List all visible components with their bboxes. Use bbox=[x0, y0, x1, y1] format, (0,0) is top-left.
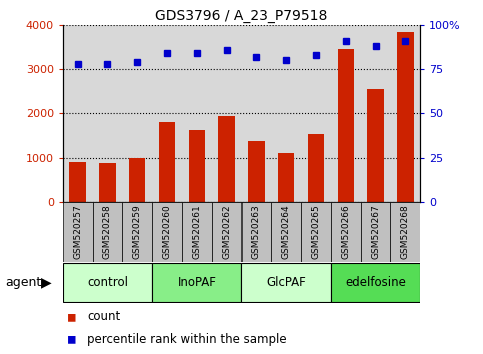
Bar bbox=[308, 134, 324, 202]
Text: GlcPAF: GlcPAF bbox=[266, 276, 306, 289]
Text: GSM520257: GSM520257 bbox=[73, 205, 82, 259]
Text: GSM520263: GSM520263 bbox=[252, 205, 261, 259]
Bar bbox=[331, 202, 361, 262]
Bar bbox=[390, 202, 420, 262]
Text: GSM520266: GSM520266 bbox=[341, 205, 350, 259]
Text: ▶: ▶ bbox=[41, 275, 52, 289]
Bar bbox=[93, 202, 122, 262]
Text: GSM520267: GSM520267 bbox=[371, 205, 380, 259]
Bar bbox=[218, 116, 235, 202]
Bar bbox=[212, 202, 242, 262]
Bar bbox=[129, 158, 145, 202]
Bar bbox=[152, 263, 242, 302]
Text: GSM520264: GSM520264 bbox=[282, 205, 291, 259]
Text: edelfosine: edelfosine bbox=[345, 276, 406, 289]
Text: GSM520259: GSM520259 bbox=[133, 205, 142, 259]
Bar bbox=[152, 202, 182, 262]
Bar bbox=[189, 130, 205, 202]
Bar bbox=[331, 263, 420, 302]
Bar bbox=[242, 263, 331, 302]
Text: ■: ■ bbox=[68, 310, 75, 323]
Text: count: count bbox=[87, 310, 120, 323]
Bar bbox=[278, 153, 294, 202]
Bar bbox=[248, 141, 265, 202]
Bar bbox=[99, 163, 115, 202]
Text: GSM520258: GSM520258 bbox=[103, 205, 112, 259]
Bar bbox=[182, 202, 212, 262]
Bar bbox=[242, 202, 271, 262]
Bar bbox=[159, 122, 175, 202]
Bar bbox=[271, 202, 301, 262]
Text: GSM520261: GSM520261 bbox=[192, 205, 201, 259]
Text: percentile rank within the sample: percentile rank within the sample bbox=[87, 333, 286, 346]
Text: InoPAF: InoPAF bbox=[177, 276, 216, 289]
Text: agent: agent bbox=[5, 276, 41, 289]
Text: GSM520260: GSM520260 bbox=[163, 205, 171, 259]
Bar bbox=[338, 49, 354, 202]
Bar bbox=[63, 202, 93, 262]
Text: GSM520268: GSM520268 bbox=[401, 205, 410, 259]
Bar bbox=[397, 32, 413, 202]
Text: GDS3796 / A_23_P79518: GDS3796 / A_23_P79518 bbox=[156, 9, 327, 23]
Text: ■: ■ bbox=[68, 333, 75, 346]
Bar bbox=[361, 202, 390, 262]
Bar bbox=[70, 162, 86, 202]
Text: control: control bbox=[87, 276, 128, 289]
Bar bbox=[63, 263, 152, 302]
Text: GSM520262: GSM520262 bbox=[222, 205, 231, 259]
Bar bbox=[301, 202, 331, 262]
Text: GSM520265: GSM520265 bbox=[312, 205, 320, 259]
Bar bbox=[122, 202, 152, 262]
Bar bbox=[368, 88, 384, 202]
